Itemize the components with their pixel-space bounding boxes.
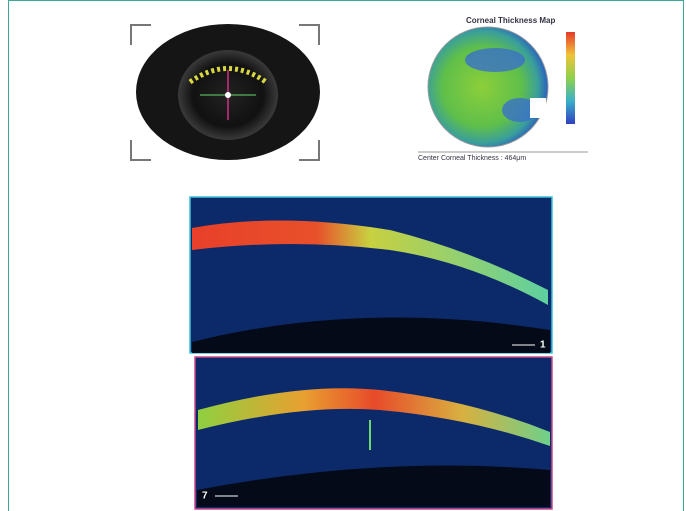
center-dot — [225, 92, 231, 98]
color-scale — [566, 32, 575, 124]
scan-label: 1 — [540, 340, 546, 351]
thin-region — [465, 48, 525, 72]
figure: Corneal Thickness Map Center Corneal Thi… — [0, 0, 686, 511]
blank-region — [530, 98, 546, 118]
eye-photo — [131, 24, 320, 160]
oct-scan: 7 — [195, 357, 552, 509]
page: Corneal Thickness Map Center Corneal Thi… — [0, 0, 686, 511]
thickness-map: Corneal Thickness Map Center Corneal Thi… — [418, 16, 588, 162]
oct-scan: 1 — [190, 197, 552, 353]
map-title: Corneal Thickness Map — [466, 16, 555, 25]
map-disc — [428, 27, 548, 147]
scan-label: 7 — [202, 491, 208, 502]
center-thickness: Center Corneal Thickness : 464μm — [418, 155, 526, 162]
